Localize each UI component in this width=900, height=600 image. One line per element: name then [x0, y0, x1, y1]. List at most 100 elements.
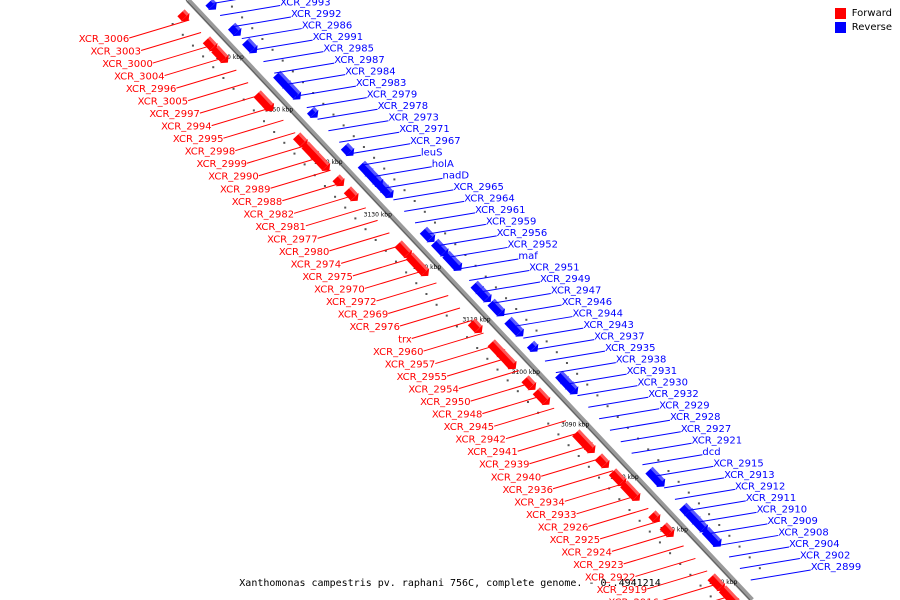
- reverse-gene: [306, 106, 319, 118]
- leader-line: [223, 119, 284, 139]
- leader-line: [620, 431, 681, 443]
- track-dot: [484, 275, 487, 278]
- forward-gene: [659, 522, 675, 538]
- forward-gene-label: XCR_2940: [491, 472, 542, 483]
- leader-line: [458, 258, 519, 270]
- forward-gene-label: XCR_2926: [538, 522, 589, 533]
- track-dot: [342, 124, 345, 127]
- forward-gene-label: trx: [398, 335, 412, 346]
- track-dot: [496, 368, 499, 371]
- reverse-gene-label: XCR_2978: [378, 101, 429, 112]
- forward-gene-label: XCR_2982: [244, 209, 295, 220]
- forward-gene: [648, 510, 661, 523]
- axis-tick-label: 3100 kbp: [512, 369, 540, 376]
- track-dot: [526, 401, 529, 403]
- reverse-gene-label: XCR_2991: [313, 32, 364, 43]
- track-dot: [344, 206, 347, 209]
- track-dot: [352, 135, 355, 138]
- track-dot: [232, 87, 235, 90]
- forward-gene-label: XCR_3000: [102, 59, 153, 70]
- reverse-gene-label: XCR_2902: [800, 550, 851, 561]
- track-dot: [547, 422, 550, 425]
- leader-line: [388, 294, 449, 314]
- forward-gene-label: XCR_2970: [314, 284, 365, 295]
- track-dot: [577, 455, 580, 457]
- track-dot: [606, 405, 609, 408]
- forward-gene-label: XCR_2996: [126, 84, 177, 95]
- leader-line: [282, 182, 343, 202]
- leader-line: [436, 235, 497, 247]
- reverse-gene-label: XCR_2959: [486, 216, 537, 227]
- track-dot: [271, 48, 274, 51]
- forward-gene-label: XCR_2925: [550, 535, 601, 546]
- track-dot: [466, 336, 469, 339]
- leader-line: [371, 166, 432, 178]
- reverse-gene: [205, 0, 217, 10]
- forward-gene-label: XCR_2957: [385, 360, 436, 371]
- track-dot: [415, 282, 418, 285]
- leader-line: [685, 500, 746, 512]
- track-dot: [557, 433, 560, 436]
- forward-gene-label: XCR_3006: [79, 34, 130, 45]
- leader-line: [696, 511, 757, 523]
- leader-line: [494, 407, 555, 427]
- forward-gene-label: XCR_2999: [196, 159, 247, 170]
- track-dot: [687, 491, 690, 494]
- leader-line: [176, 69, 237, 89]
- reverse-gene-label: XCR_2993: [280, 0, 331, 9]
- track-dot: [697, 502, 700, 505]
- axis-tick-label: 3130 kbp: [364, 212, 392, 219]
- leader-line: [505, 420, 567, 440]
- forward-swatch: [834, 8, 846, 19]
- track-dot: [618, 498, 621, 501]
- forward-gene-label: XCR_2933: [526, 510, 577, 521]
- leader-line: [718, 534, 779, 546]
- leader-line: [129, 19, 190, 39]
- track-dot: [567, 444, 570, 447]
- leader-line: [482, 395, 543, 415]
- track-dot: [598, 476, 601, 479]
- forward-gene-label: XCR_2955: [397, 372, 448, 383]
- label-leader-lines: [129, 0, 811, 600]
- track-dot: [486, 357, 489, 360]
- leader-line: [544, 350, 606, 362]
- track-dot: [658, 541, 661, 544]
- forward-gene-label: XCR_2942: [455, 435, 506, 446]
- track-dot: [425, 293, 428, 295]
- forward-gene: [583, 441, 596, 454]
- reverse-gene-label: XCR_2961: [475, 205, 526, 216]
- leader-line: [341, 244, 402, 264]
- track-dot: [281, 59, 284, 62]
- leader-line: [284, 74, 346, 86]
- track-dot: [302, 81, 305, 84]
- backbone-line: [186, 0, 754, 600]
- leader-line: [728, 546, 790, 558]
- track-dot: [616, 416, 619, 418]
- axis-tick-label: 3160 kbp: [216, 54, 244, 61]
- reverse-gene-label: XCR_2971: [399, 124, 450, 135]
- leader-line: [555, 362, 616, 374]
- leader-line: [393, 189, 454, 201]
- track-dot: [383, 167, 386, 170]
- leader-line: [635, 557, 696, 577]
- reverse-gene-label: XCR_2932: [648, 389, 699, 400]
- leader-line: [564, 482, 625, 502]
- forward-gene-label: XCR_3003: [91, 47, 142, 58]
- track-dot: [354, 217, 357, 220]
- leader-line: [458, 370, 519, 390]
- leader-line: [349, 143, 411, 155]
- track-dot: [738, 545, 741, 548]
- leader-line: [631, 442, 692, 454]
- forward-gene: [707, 573, 726, 592]
- track-dot: [403, 189, 406, 192]
- leader-line: [447, 246, 508, 258]
- leader-line: [534, 339, 595, 351]
- leader-line: [199, 94, 261, 114]
- leader-line: [329, 232, 390, 252]
- track-dot: [230, 5, 233, 8]
- leader-line: [599, 408, 660, 420]
- reverse-gene-label: XCR_2913: [724, 470, 775, 481]
- forward-gene-label: XCR_2988: [232, 197, 283, 208]
- reverse-gene-label: XCR_2937: [594, 332, 645, 343]
- leader-line: [187, 82, 249, 102]
